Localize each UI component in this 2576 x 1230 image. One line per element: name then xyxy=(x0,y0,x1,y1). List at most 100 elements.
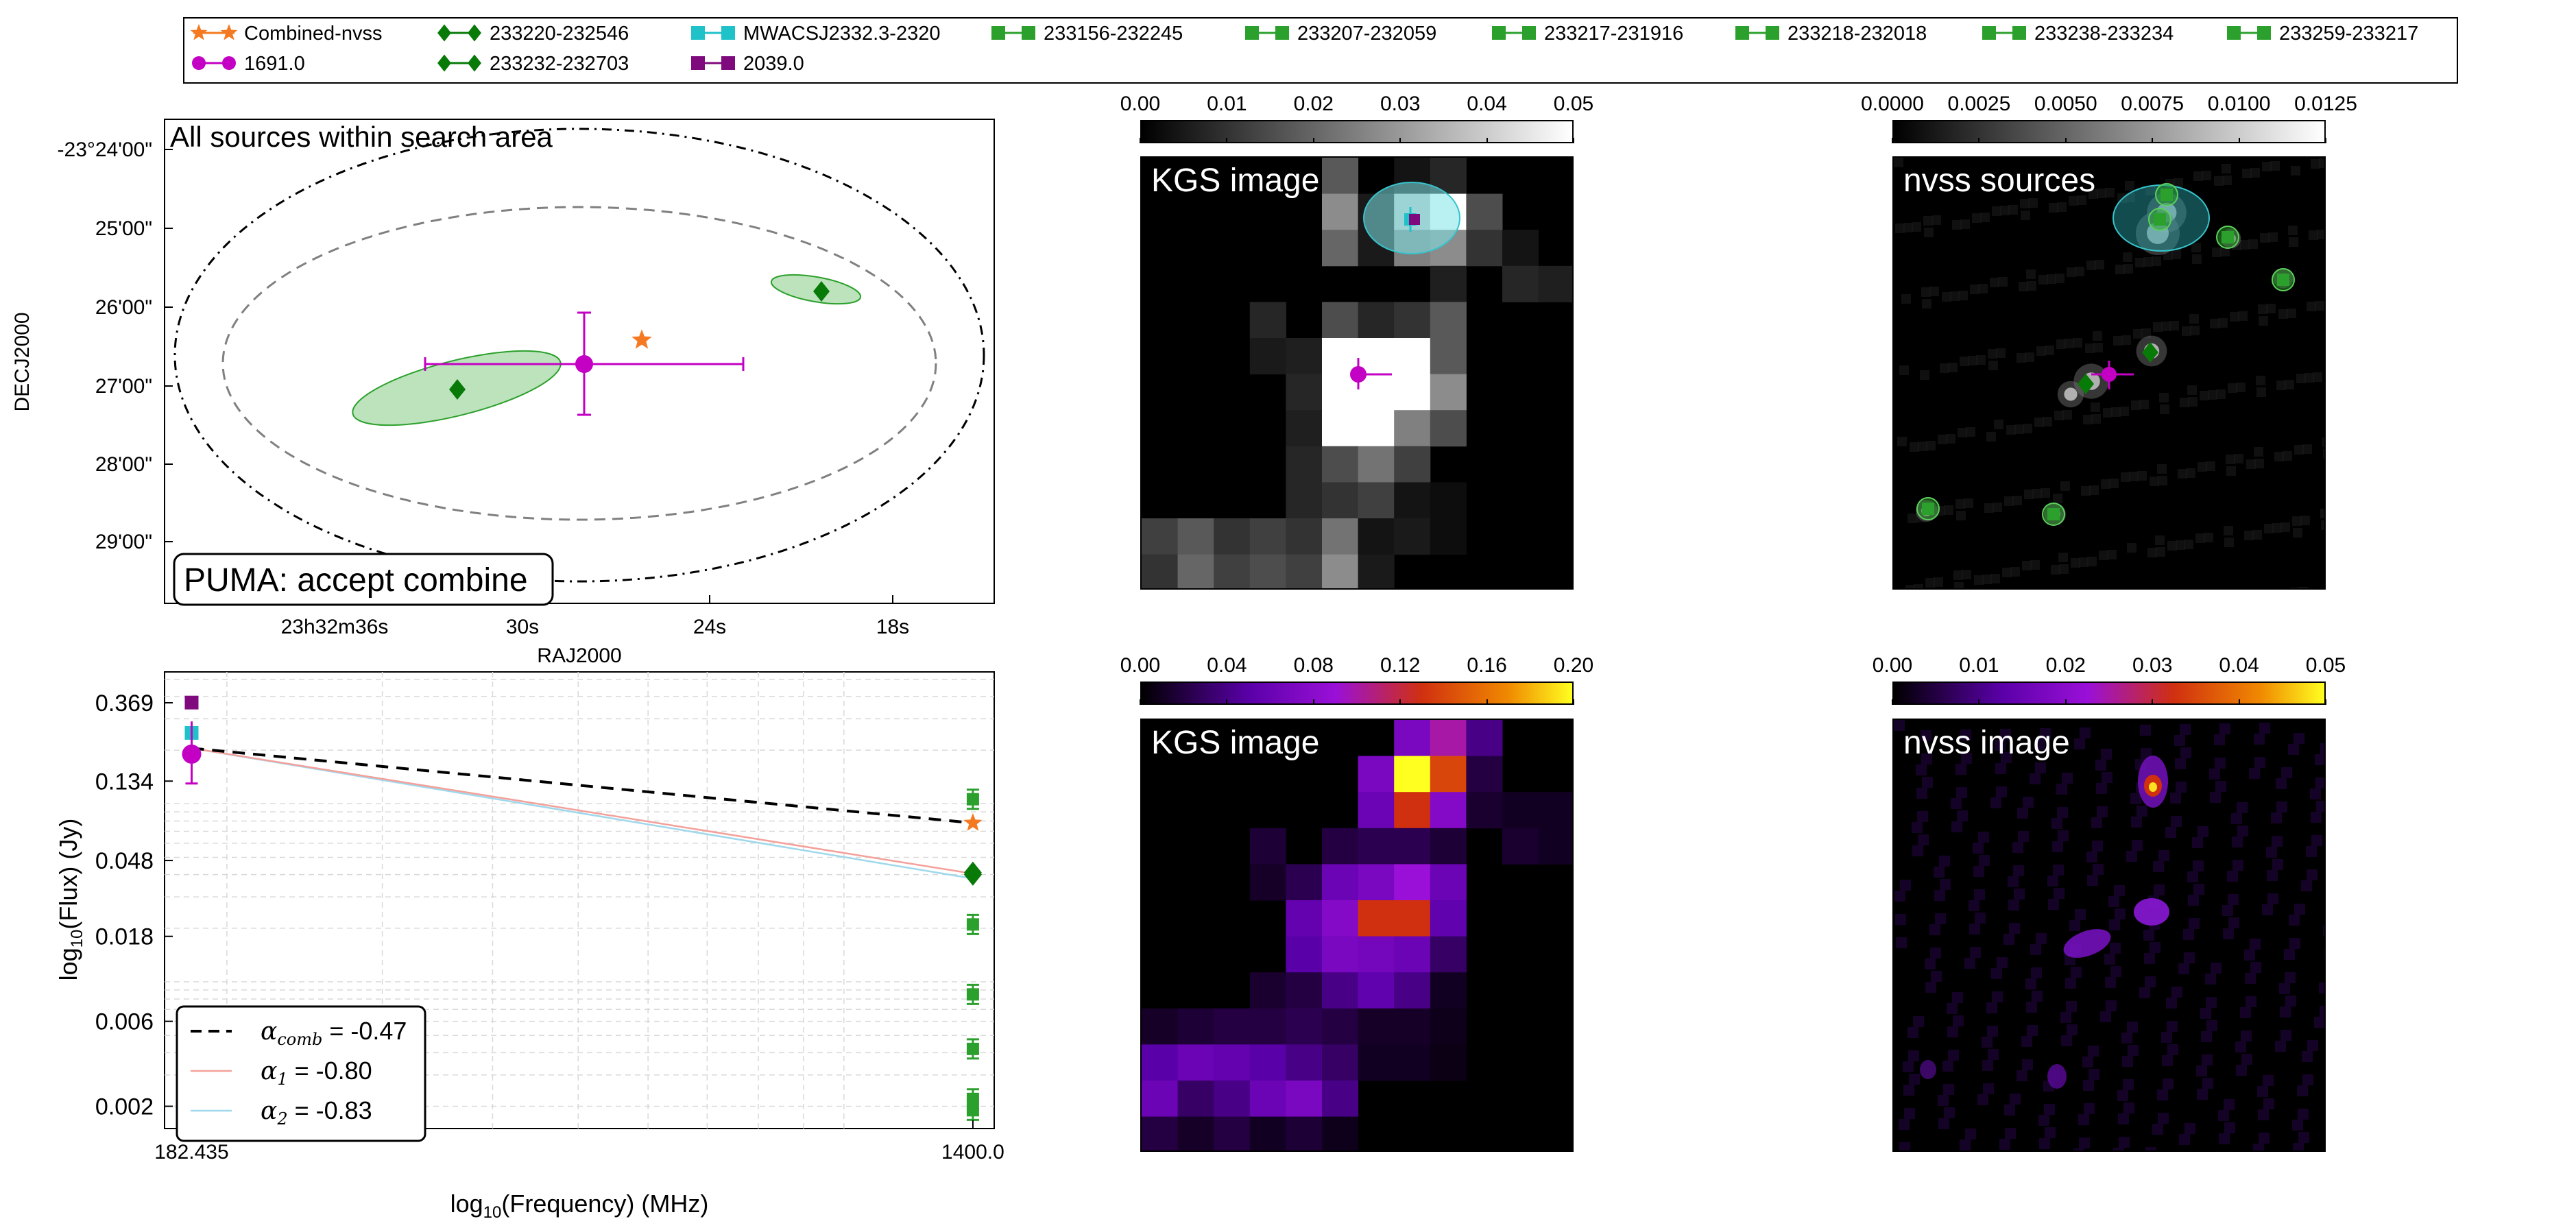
noise-pixel xyxy=(2051,565,2060,575)
sky-point-1691.0 xyxy=(575,355,593,373)
image-pixel xyxy=(1286,518,1323,555)
noise-pixel xyxy=(2045,1127,2056,1138)
noise-pixel xyxy=(2237,825,2248,836)
colorbar-tick xyxy=(1892,699,1893,705)
noise-pixel xyxy=(2150,477,2159,486)
noise-pixel xyxy=(2266,304,2276,313)
noise-pixel xyxy=(2230,312,2239,322)
image-pixel xyxy=(1322,193,1359,230)
sky-y-axis-label: DECJ2000 xyxy=(11,312,34,411)
noise-pixel xyxy=(2259,723,2270,734)
colorbar-tick-label: 0.00 xyxy=(1872,654,1913,677)
image-pixel xyxy=(1358,864,1395,901)
noise-pixel xyxy=(2281,767,2292,778)
image-pixel xyxy=(1142,1081,1179,1118)
image-pixel xyxy=(1322,482,1359,519)
noise-pixel xyxy=(2219,1133,2230,1144)
noise-pixel xyxy=(2009,923,2020,934)
noise-pixel xyxy=(2089,1069,2099,1080)
noise-pixel xyxy=(2136,806,2147,817)
legend-entry: 233156-232245 xyxy=(991,23,1183,45)
noise-pixel xyxy=(2319,982,2324,993)
noise-pixel xyxy=(2036,933,2047,944)
image-pixel xyxy=(1394,936,1431,973)
noise-pixel xyxy=(2298,1109,2309,1120)
noise-pixel xyxy=(1973,843,1984,854)
noise-pixel xyxy=(2051,818,2062,829)
noise-pixel xyxy=(2267,870,2278,881)
noise-pixel xyxy=(1991,968,2002,979)
noise-pixel xyxy=(2292,516,2302,526)
noise-pixel xyxy=(2317,230,2324,239)
legend-marker xyxy=(192,56,206,70)
noise-pixel xyxy=(2256,387,2266,397)
noise-pixel xyxy=(1912,845,1923,856)
colorbar-tick xyxy=(1486,699,1488,705)
noise-pixel xyxy=(1925,982,1936,993)
noise-pixel xyxy=(2241,1054,2252,1065)
noise-pixel xyxy=(2021,210,2030,220)
image-pixel xyxy=(1394,972,1431,1009)
noise-pixel xyxy=(1973,866,1984,877)
fit-legend-label: αcomb = -0.47 xyxy=(261,1017,407,1049)
sed-y-label-log: log xyxy=(54,948,82,980)
image-pixel xyxy=(1322,900,1359,937)
image-pixel xyxy=(1358,900,1395,937)
noise-pixel xyxy=(2200,1008,2211,1019)
noise-pixel xyxy=(2201,1031,2212,1042)
noise-pixel xyxy=(2314,1017,2324,1028)
noise-pixel xyxy=(2091,414,2101,424)
noise-pixel xyxy=(1904,1108,1915,1119)
noise-pixel xyxy=(1899,365,1909,375)
noise-pixel xyxy=(2019,282,2028,291)
noise-pixel xyxy=(1903,1085,1914,1096)
kgs-sources-panel: KGS image xyxy=(1140,156,1574,590)
nvss-blob xyxy=(2134,898,2169,926)
legend-marker xyxy=(1492,26,1506,40)
nvss-diamond-marker xyxy=(2142,342,2158,363)
sky-y-tick-label: 28'00" xyxy=(95,453,152,476)
noise-pixel xyxy=(1940,879,1951,890)
noise-pixel xyxy=(2036,346,2046,356)
noise-pixel xyxy=(2081,486,2091,496)
noise-pixel xyxy=(2304,373,2314,383)
noise-pixel xyxy=(2109,479,2119,488)
noise-pixel xyxy=(1990,574,2000,583)
sky-point-233232-232703 xyxy=(449,379,466,400)
noise-pixel xyxy=(2118,1113,2129,1124)
noise-pixel xyxy=(2245,973,2256,984)
sky-y-tick-label: 27'00" xyxy=(95,375,152,398)
noise-pixel xyxy=(2235,1041,2246,1052)
image-pixel xyxy=(1394,1044,1431,1081)
image-pixel xyxy=(1502,265,1539,302)
noise-pixel xyxy=(2030,773,2041,784)
image-pixel xyxy=(1394,1008,1431,1045)
noise-pixel xyxy=(1980,213,1990,222)
noise-pixel xyxy=(2171,987,2182,998)
noise-pixel xyxy=(2276,778,2287,789)
fit-legend-symbol: α xyxy=(261,1097,277,1125)
noise-pixel xyxy=(2241,1030,2252,1041)
kgs-sources-label: KGS image xyxy=(1151,162,1320,199)
noise-pixel xyxy=(1982,1037,1993,1048)
noise-pixel xyxy=(2224,526,2233,535)
legend-marker xyxy=(222,56,236,70)
noise-pixel xyxy=(2184,952,2195,963)
noise-pixel xyxy=(2035,762,2046,773)
noise-pixel xyxy=(2097,806,2108,817)
colorbar-tick xyxy=(1892,138,1893,143)
noise-pixel xyxy=(1956,787,1967,798)
fit-legend-subscript: comb xyxy=(277,1030,322,1049)
colorbar-tick-label: 0.0025 xyxy=(1947,93,2011,115)
legend-label: 233156-232245 xyxy=(1044,23,1183,45)
noise-pixel xyxy=(2186,468,2195,478)
noise-pixel xyxy=(2259,316,2268,326)
sed-fit-legend-frame xyxy=(176,1005,426,1142)
noise-pixel xyxy=(2111,407,2121,417)
noise-pixel xyxy=(2044,1104,2055,1115)
image-pixel xyxy=(1430,720,1467,757)
legend-marker xyxy=(2257,26,2271,40)
noise-pixel xyxy=(2145,976,2156,987)
